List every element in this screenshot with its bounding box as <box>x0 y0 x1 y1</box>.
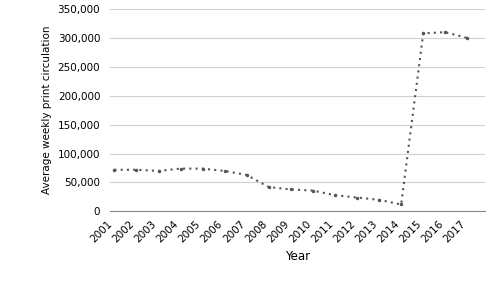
Y-axis label: Average weekly print circulation: Average weekly print circulation <box>42 26 52 194</box>
X-axis label: Year: Year <box>285 250 310 263</box>
